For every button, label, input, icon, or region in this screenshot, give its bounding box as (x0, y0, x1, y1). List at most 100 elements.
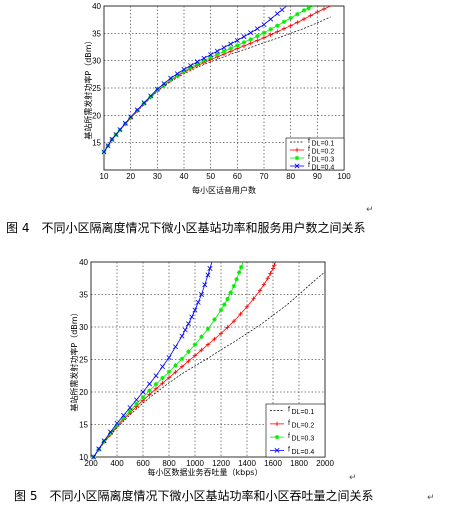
data-point (173, 344, 178, 350)
data-point (257, 288, 263, 293)
figure-5-chart: 200 400 600 800 1000 1200 1400 1600 1800 2000 10 15… (69, 258, 334, 477)
data-point (173, 363, 178, 368)
data-point (268, 27, 273, 32)
data-point (288, 15, 293, 21)
data-point (189, 314, 195, 320)
data-point (153, 386, 159, 391)
legend-swatch (290, 147, 304, 153)
data-point (96, 446, 102, 452)
data-point (321, 6, 327, 12)
legend-marker (294, 147, 300, 153)
data-point (101, 438, 107, 444)
data-point (166, 375, 172, 380)
legend-label-prefix: f (308, 146, 310, 153)
data-point (174, 71, 180, 77)
data-point (179, 333, 185, 339)
data-point (255, 38, 260, 43)
data-point (192, 307, 198, 313)
data-point (235, 43, 240, 48)
data-point (134, 401, 139, 407)
paragraph-mark: ↵ (349, 473, 357, 483)
y-tick-label: 25 (79, 356, 88, 365)
data-point (215, 52, 220, 57)
data-point (295, 20, 300, 25)
legend-label-prefix: f (288, 433, 290, 440)
data-point (265, 276, 270, 281)
legend-label: DL=0.4 (292, 449, 315, 456)
legend-label: DL=0.1 (312, 141, 335, 148)
data-point (108, 429, 113, 435)
data-point (221, 45, 227, 51)
data-point (208, 52, 214, 58)
data-point (301, 8, 307, 13)
data-point (272, 263, 277, 268)
legend: f DL=0.1f DL=0.2f DL=0.3f DL=0.4 (265, 403, 326, 458)
data-point (208, 55, 213, 60)
data-point (117, 127, 123, 133)
data-point (182, 327, 188, 333)
data-point (147, 392, 152, 397)
y-tick-label: 10 (79, 453, 88, 462)
x-axis-label: 每小区数据业务吞吐量（kbps） (148, 467, 263, 477)
data-point (153, 382, 159, 387)
data-point (181, 66, 187, 72)
data-point (228, 290, 233, 295)
data-point (241, 40, 247, 45)
x-tick-label: 1400 (238, 459, 256, 468)
data-point (205, 272, 211, 278)
data-point (186, 349, 191, 354)
data-point (261, 282, 267, 287)
data-point (192, 353, 198, 358)
data-point (228, 41, 234, 47)
figure-caption: 图 5 不同小区隔离度情况下微小区基站功率和小区吞吐量之间关系 (14, 488, 373, 503)
legend-box (265, 403, 326, 458)
legend-swatch (290, 155, 304, 161)
legend-label-prefix: f (308, 162, 310, 169)
legend-swatch (270, 434, 284, 440)
data-point (225, 296, 230, 302)
data-point (199, 292, 204, 297)
series-line (93, 271, 326, 458)
data-point (186, 358, 191, 364)
data-point (275, 29, 280, 34)
data-point (160, 364, 165, 370)
x-tick-label: 200 (84, 459, 98, 468)
y-tick-label: 15 (92, 139, 101, 148)
data-point (166, 355, 172, 361)
data-point (241, 34, 247, 40)
data-point (212, 317, 217, 322)
data-point (295, 12, 300, 17)
data-point (202, 282, 208, 288)
data-point (261, 22, 267, 28)
data-point (238, 311, 243, 317)
legend-label: DL=0.2 (292, 422, 315, 429)
y-tick-label: 35 (92, 29, 101, 38)
x-tick-label: 1600 (264, 459, 282, 468)
legend-label-prefix: f (308, 154, 310, 161)
data-point (147, 381, 152, 387)
x-tick-label: 50 (206, 172, 215, 181)
y-tick-label: 30 (92, 57, 101, 66)
x-tick-label: 1000 (186, 459, 204, 468)
x-tick-label: 400 (110, 459, 124, 468)
x-tick-label: 70 (260, 172, 269, 181)
data-point (270, 266, 276, 271)
x-tick-label: 800 (162, 459, 176, 468)
data-point (268, 16, 274, 22)
data-point (127, 405, 133, 411)
data-point (237, 270, 242, 275)
x-tick-label: 90 (313, 172, 322, 181)
legend-marker (274, 434, 280, 440)
data-point (268, 32, 273, 37)
x-tick-label: 100 (337, 172, 351, 181)
data-point (109, 136, 115, 142)
data-point (101, 149, 107, 155)
legend-swatch (290, 163, 304, 169)
data-point (207, 266, 213, 271)
figure-4-chart: 10 20 30 40 50 60 70 80 90 100 15 20 25 30 35 40 每小区话音用… (83, 2, 351, 195)
data-point (195, 299, 201, 305)
y-tick-label: 35 (79, 291, 88, 300)
data-point (274, 11, 280, 17)
data-point (205, 342, 211, 347)
y-tick-label: 15 (79, 421, 88, 430)
